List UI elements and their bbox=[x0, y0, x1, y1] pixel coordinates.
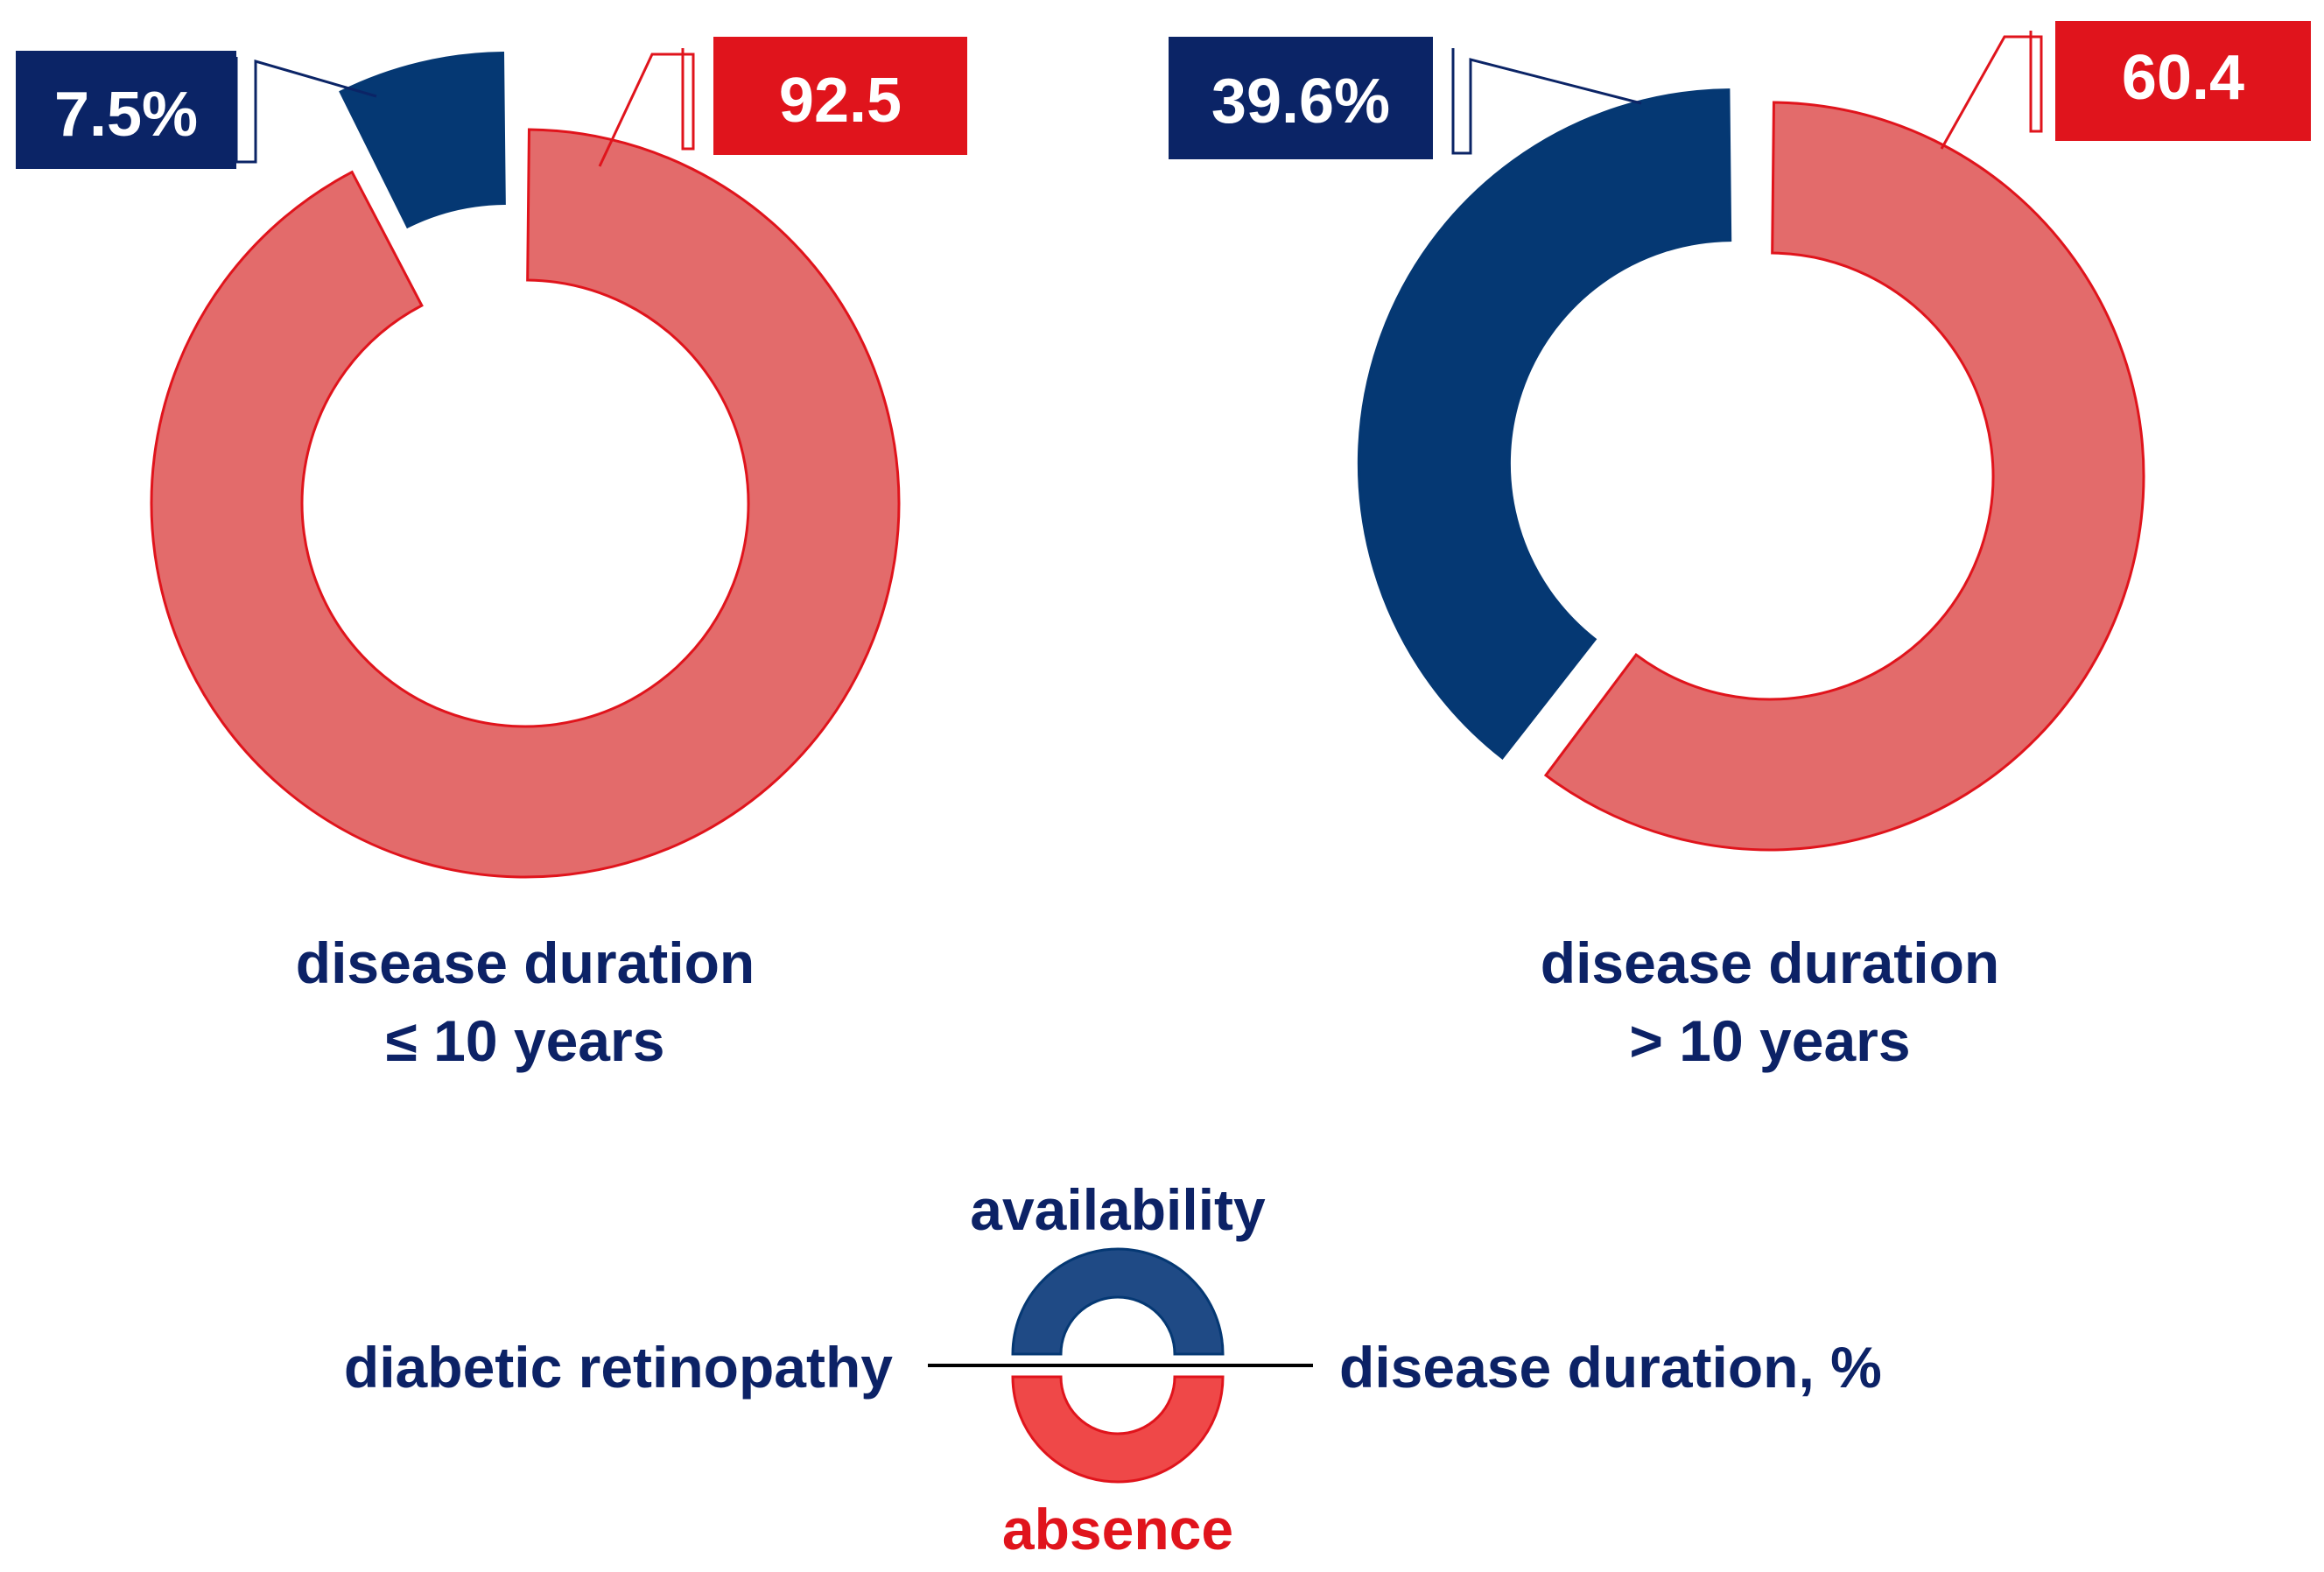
donut1-absence-label: 92.5 bbox=[779, 66, 902, 136]
donut-chart-1: 7.5% 92.5 disease duration ≤ 10 years bbox=[16, 37, 967, 1073]
donut1-absence-slice bbox=[150, 128, 901, 879]
donut2-availability-leader bbox=[1451, 48, 1642, 155]
donut-chart-2: 39.6% 60.4 disease duration > 10 years bbox=[1169, 21, 2311, 1073]
donut2-availability-label: 39.6% bbox=[1211, 67, 1390, 137]
donut1-absence-leader bbox=[598, 48, 695, 167]
legend-left-label: diabetic retinopathy bbox=[344, 1335, 893, 1400]
donut2-absence-slice bbox=[1543, 101, 2145, 852]
legend-availability-swatch bbox=[1011, 1247, 1225, 1356]
donut2-title-line1: disease duration bbox=[1541, 930, 2000, 995]
donut2-absence-leader bbox=[1940, 31, 2043, 150]
donut1-title-line1: disease duration bbox=[296, 930, 755, 995]
donut1-availability-label: 7.5% bbox=[54, 80, 198, 150]
legend-availability-label: availability bbox=[970, 1177, 1266, 1242]
legend: availability diabetic retinopathy diseas… bbox=[344, 1177, 1882, 1561]
donut1-availability-label-box bbox=[16, 51, 236, 169]
legend-right-label: disease duration, % bbox=[1339, 1335, 1882, 1400]
legend-absence-swatch bbox=[1011, 1375, 1225, 1484]
legend-absence-label: absence bbox=[1002, 1497, 1233, 1561]
donut1-title-line2: ≤ 10 years bbox=[386, 1008, 665, 1073]
donut2-availability-slice bbox=[1357, 88, 1732, 760]
donut2-absence-label-box bbox=[2055, 21, 2311, 141]
donut2-availability-label-box bbox=[1169, 37, 1433, 159]
donut1-availability-slice bbox=[339, 51, 506, 229]
donut1-absence-label-box bbox=[713, 37, 967, 155]
donut2-absence-label: 60.4 bbox=[2122, 43, 2244, 113]
donut2-title-line2: > 10 years bbox=[1629, 1008, 1910, 1073]
